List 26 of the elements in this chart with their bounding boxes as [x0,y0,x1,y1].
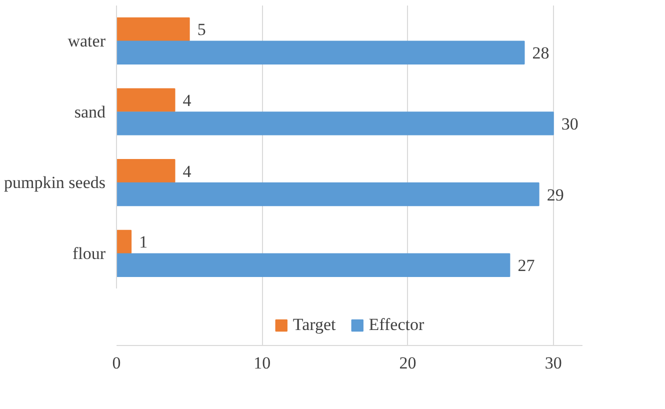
bar [116,253,510,277]
legend-label: Effector [368,315,424,335]
bar [116,112,554,136]
data-label: 5 [197,20,206,40]
y-tick-label: pumpkin seeds [4,173,106,192]
bar [116,17,190,42]
bar [116,88,176,112]
y-tick-label: flour [72,244,106,263]
data-label: 4 [182,91,192,110]
legend-label: Target [292,315,336,335]
data-label: 1 [139,232,148,252]
bar [116,182,540,206]
x-tick-label: 30 [544,354,562,372]
data-label: 27 [518,256,536,276]
data-label: 4 [182,162,192,181]
data-label: 29 [546,185,564,204]
x-tick-label: 10 [254,354,271,372]
data-label: 28 [532,44,550,63]
x-tick-label: 0 [112,354,121,372]
bar [116,40,525,64]
y-tick-label: sand [74,102,106,122]
data-label: 30 [561,114,578,134]
x-tick-label: 20 [399,354,416,372]
y-tick-label: water [68,31,106,50]
bar [116,159,176,183]
bar [116,230,132,254]
